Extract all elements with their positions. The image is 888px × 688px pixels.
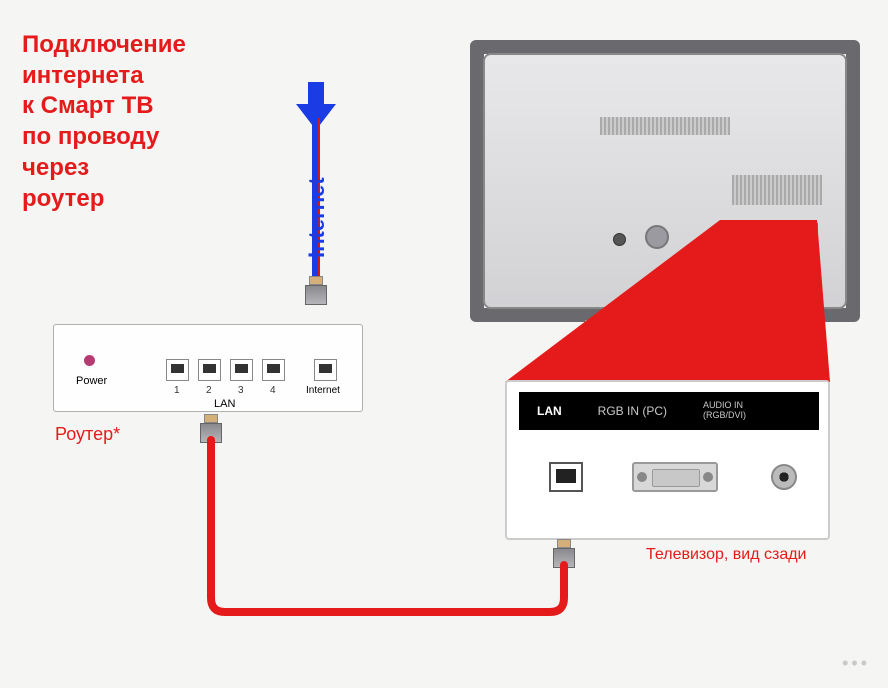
lan-cable (0, 0, 888, 688)
watermark: ••• (842, 653, 870, 674)
